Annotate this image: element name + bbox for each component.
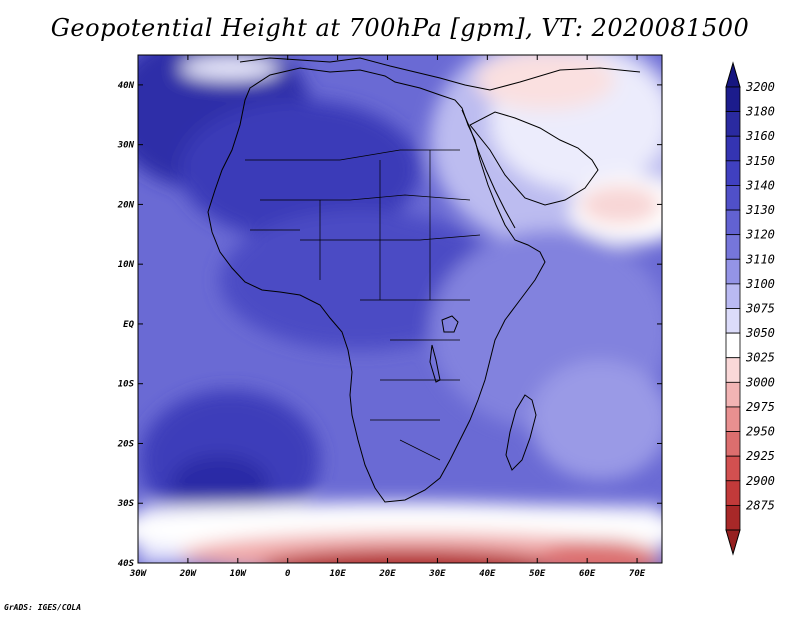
- lake-tanganyika: [429, 344, 441, 383]
- colorbar-label: 2900: [746, 474, 775, 488]
- colorbar-bottom-arrow: [725, 529, 741, 556]
- colorbar-label: 3000: [745, 375, 775, 389]
- colorbar-swatch: [725, 185, 741, 211]
- lat-tick-label: 30N: [117, 141, 135, 151]
- lat-tick-label: 40N: [118, 81, 135, 91]
- longitude-ticks: 30W 20W 10W 0 10E 20E 30E 40E 50E 60E 70E: [129, 55, 646, 579]
- latitude-ticks: 40N 30N 20N 10N EQ 10S 20S 30S 40S: [117, 81, 662, 569]
- colorbar-swatch: [725, 160, 741, 186]
- colorbar-label: 3140: [745, 178, 775, 192]
- colorbar-label: 3120: [745, 228, 775, 242]
- colorbar-label: 3130: [745, 203, 775, 217]
- colorbar-label: 2875: [746, 498, 775, 512]
- colorbar-swatch: [725, 283, 741, 309]
- height-field: [138, 55, 662, 563]
- lon-tick-label: 10W: [230, 569, 248, 579]
- colorbar-swatch: [725, 258, 741, 285]
- colorbar-top-arrow: [725, 61, 741, 88]
- lon-tick-label: 10E: [329, 569, 346, 579]
- lon-tick-label: 0: [285, 569, 291, 579]
- credit-text: GrADS: IGES/COLA: [4, 603, 82, 612]
- lat-tick-label: 20N: [117, 200, 135, 210]
- colorbar-swatch: [725, 504, 741, 531]
- madagascar-coastline: [505, 394, 537, 471]
- coastlines: [207, 57, 641, 503]
- colorbar-label: 3075: [745, 302, 775, 316]
- colorbar-swatch: [725, 455, 741, 482]
- colorbar-swatch: [725, 480, 741, 506]
- colorbar-swatch: [725, 431, 741, 457]
- lon-tick-label: 40E: [479, 569, 496, 579]
- colorbar-swatch: [725, 135, 741, 162]
- europe-coastline: [239, 57, 641, 91]
- red-sea-coastline: [461, 109, 516, 229]
- lat-tick-label: 10N: [118, 260, 135, 270]
- arabia-coastline: [469, 111, 599, 206]
- lat-tick-label: 20S: [117, 439, 135, 449]
- colorbar-label: 2950: [746, 425, 775, 439]
- colorbar-label: 3200: [745, 80, 775, 94]
- colorbar-label: 3025: [745, 351, 775, 365]
- lon-tick-label: 70E: [629, 569, 646, 579]
- lon-tick-label: 30W: [129, 569, 148, 579]
- colorbar-swatch: [725, 357, 741, 383]
- colorbar-label: 2925: [746, 449, 775, 463]
- lat-tick-label: 30S: [117, 499, 135, 509]
- colorbar-swatch: [725, 308, 741, 334]
- colorbar-swatch: [725, 332, 741, 359]
- lon-tick-label: 20W: [179, 569, 198, 579]
- country-borders: [245, 149, 481, 461]
- lat-tick-label: EQ: [123, 320, 134, 330]
- africa-coastline: [207, 67, 546, 503]
- colorbar-label: 3150: [745, 154, 775, 168]
- lat-tick-label: 40S: [118, 559, 135, 569]
- lake-victoria: [441, 315, 459, 333]
- colorbar-swatch: [725, 234, 741, 260]
- lon-tick-label: 30E: [428, 569, 446, 579]
- colorbar-label: 2975: [746, 400, 775, 414]
- colorbar-label: 3110: [745, 252, 775, 266]
- colorbar: 3200 3180 3160 3150 3140 3130 3120 3110 3100 3075…: [725, 61, 775, 556]
- colorbar-label: 3180: [745, 105, 775, 119]
- lon-tick-label: 20E: [378, 569, 396, 579]
- colorbar-swatch: [725, 381, 741, 408]
- lon-tick-label: 60E: [579, 569, 596, 579]
- colorbar-swatch: [725, 406, 741, 432]
- lat-tick-label: 10S: [118, 380, 135, 390]
- map-title: Geopotential Height at 700hPa [gpm], VT:…: [50, 14, 750, 42]
- lon-tick-label: 50E: [529, 569, 546, 579]
- colorbar-swatch: [725, 86, 741, 113]
- plot-frame: [137, 54, 663, 564]
- colorbar-swatch: [725, 111, 741, 137]
- colorbar-label: 3160: [745, 129, 775, 143]
- colorbar-label: 3100: [745, 277, 775, 291]
- colorbar-swatch: [725, 209, 741, 236]
- colorbar-label: 3050: [745, 326, 775, 340]
